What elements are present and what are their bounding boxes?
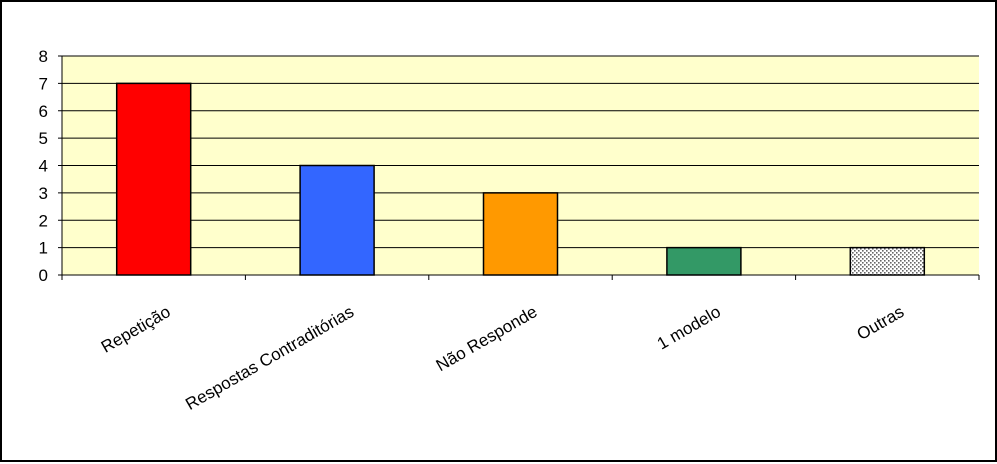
y-tick-label: 4 [39, 157, 48, 176]
y-tick-label: 7 [39, 74, 48, 93]
y-tick-label: 2 [39, 211, 48, 230]
category-label: Outras [854, 302, 908, 344]
y-tick-label: 0 [39, 266, 48, 285]
bar [666, 246, 742, 276]
y-tick-label: 6 [39, 102, 48, 121]
y-tick-label: 8 [39, 47, 48, 66]
y-tick-label: 1 [39, 239, 48, 258]
bar [115, 82, 192, 276]
category-label: Respostas Contraditórias [182, 302, 357, 414]
category-label: 1 modelo [654, 302, 724, 353]
category-label: Repetição [98, 302, 174, 357]
bar [482, 192, 559, 276]
bar [849, 246, 926, 276]
y-tick-label: 3 [39, 184, 48, 203]
y-tick-label: 5 [39, 129, 48, 148]
bar [299, 164, 375, 276]
category-label: Não Responde [433, 302, 541, 375]
